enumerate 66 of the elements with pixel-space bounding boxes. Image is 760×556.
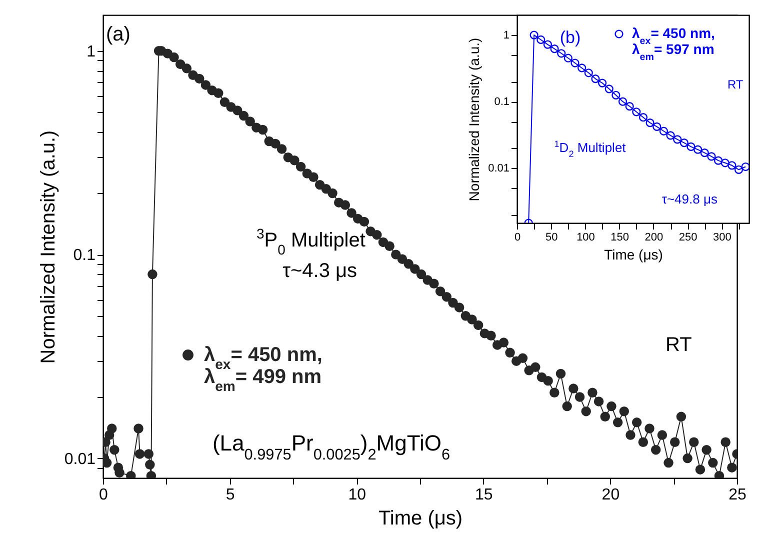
- x-tick-label: 5: [226, 486, 235, 504]
- point: [638, 113, 648, 122]
- point: [741, 162, 749, 172]
- point: [536, 35, 546, 44]
- x-axis-title: Time (μs): [378, 508, 463, 530]
- x-tick-label: 0: [99, 486, 108, 504]
- annotation: (b): [560, 28, 581, 48]
- x-tick-label: 150: [610, 232, 630, 244]
- point: [707, 152, 716, 161]
- annotation: τ~49.8 μs: [662, 191, 718, 206]
- point: [694, 145, 702, 154]
- point: [591, 74, 600, 84]
- point: [652, 122, 662, 131]
- point: [598, 78, 607, 88]
- y-tick-label: 0.01: [64, 450, 96, 468]
- annotation: RT: [666, 334, 692, 356]
- point: [550, 44, 559, 54]
- y-tick-label: 0.01: [488, 162, 510, 175]
- y-tick-label: 0.1: [73, 247, 96, 264]
- x-tick-label: 15: [475, 486, 493, 504]
- point: [666, 131, 675, 140]
- annotation: (La$_{0.9975}$Pr$_{0.0025}$)$_{2}$MgTiO$_{6}$: [212, 430, 450, 464]
- x-tick-label: 100: [576, 232, 595, 244]
- point: [728, 161, 736, 170]
- x-axis-title: Time (μs): [604, 246, 663, 262]
- annotation: $^{3}$P$_{0}$ Multiplet: [256, 226, 366, 258]
- y-axis-title: Normalized Intensity (a.u.): [37, 130, 60, 364]
- x-tick-label: 25: [728, 486, 746, 504]
- point: [557, 49, 566, 58]
- legend-label: λ$_{ex}$= 450 nm, λ$_{em}$= 597 nm: [632, 25, 715, 62]
- point: [612, 90, 620, 100]
- annotation: RT: [727, 78, 744, 92]
- point: [570, 58, 580, 68]
- point: [659, 126, 668, 136]
- point: [530, 30, 538, 40]
- point: [673, 135, 682, 144]
- point: [720, 158, 730, 168]
- annotation: τ~4.3 μs: [282, 260, 358, 282]
- x-tick-label: 250: [678, 232, 698, 244]
- point: [618, 97, 628, 106]
- x-tick-label: 20: [602, 486, 620, 504]
- point: [604, 84, 614, 94]
- x-tick-label: 50: [545, 232, 558, 244]
- annotation: $^{1}$D$_{2}$ Multiplet: [554, 139, 626, 160]
- point: [625, 102, 634, 111]
- annotation: (a): [106, 24, 130, 46]
- point: [714, 156, 723, 165]
- y-tick-label: 1: [503, 30, 510, 42]
- point: [564, 54, 572, 62]
- x-tick-label: 0: [514, 232, 521, 244]
- point: [578, 64, 586, 72]
- point: [632, 108, 641, 116]
- y-axis-title: Normalized Intensity (a.u.): [466, 38, 482, 202]
- legend-label: λ$_{ex}$= 450 nm, λ$_{em}$= 499 nm: [204, 344, 322, 394]
- point: [584, 68, 593, 78]
- point: [680, 138, 688, 148]
- point: [686, 142, 696, 152]
- point: [543, 40, 552, 49]
- y-tick-label: 1: [86, 43, 96, 60]
- point: [700, 148, 709, 158]
- point: [646, 118, 654, 128]
- x-tick-label: 200: [644, 232, 664, 244]
- y-tick-label: 0.1: [494, 96, 510, 108]
- x-tick-label: 300: [713, 232, 732, 244]
- x-tick-label: 10: [348, 486, 366, 504]
- point: [734, 165, 744, 174]
